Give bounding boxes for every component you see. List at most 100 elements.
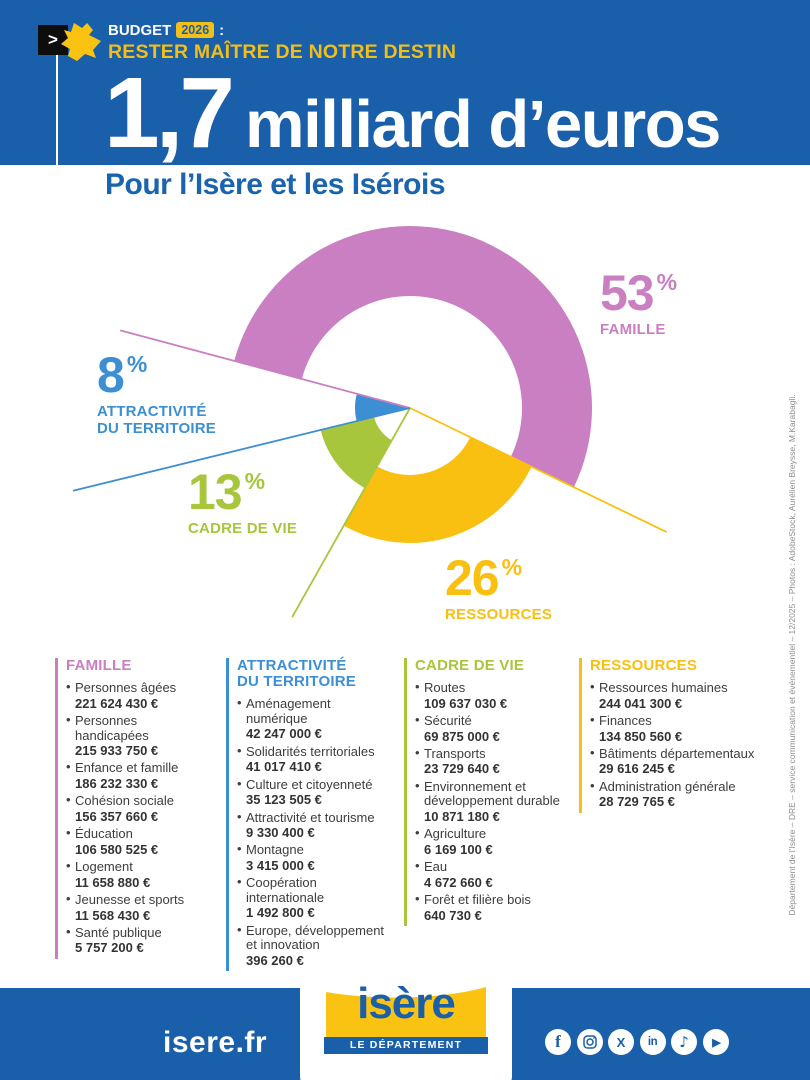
bullet-icon: • [66, 825, 71, 841]
bullet-icon: • [415, 858, 420, 874]
bullet-icon: • [66, 792, 71, 808]
item-label: Culture et citoyenneté [246, 776, 373, 792]
item-amount: 134 850 560 € [599, 728, 683, 744]
callout-famille: 53% FAMILLE [600, 268, 677, 339]
column-title: FAMILLE [66, 657, 132, 674]
bullet-icon: • [66, 923, 71, 939]
budget-line-item: • Forêt et filière bois 640 730 € [415, 891, 566, 923]
callout-attractivite: 8% ATTRACTIVITÉ DU TERRITOIRE [97, 350, 216, 437]
budget-line-item: • Solidarités territoriales 41 017 410 € [237, 742, 394, 775]
callout-label: FAMILLE [600, 321, 666, 338]
budget-column-famille: FAMILLE • Personnes âgées 221 624 430 € • Per… [55, 657, 213, 959]
kicker-slogan: RESTER MAÎTRE DE NOTRE DESTIN [108, 41, 457, 63]
item-label: Personnes âgées [75, 680, 177, 696]
budget-line-item: • Routes 109 637 030 € [415, 680, 566, 711]
item-label: Routes [424, 680, 466, 696]
item-amount: 69 875 000 € [424, 728, 500, 744]
item-label: Attractivité et tourisme [246, 809, 375, 825]
budget-line-item: • Montagne 3 415 000 € [237, 841, 394, 873]
item-label: Santé publique [75, 924, 162, 940]
item-label: Bâtiments départementaux [599, 745, 755, 761]
item-label: Jeunesse et sports [75, 891, 185, 907]
callout-value: 8 [97, 347, 125, 403]
item-amount: 4 672 660 € [424, 874, 493, 890]
item-amount: 1 492 800 € [246, 905, 315, 921]
callout-cadre_de_vie: 13% CADRE DE VIE [188, 467, 297, 538]
item-amount: 109 637 030 € [424, 695, 508, 711]
item-amount: 9 330 400 € [246, 825, 315, 841]
chart-segment-attractivite [354, 393, 410, 422]
item-label: Éducation [75, 826, 133, 842]
budget-line-item: • Santé publique 5 757 200 € [66, 923, 213, 956]
year-badge: 2026 [176, 22, 215, 38]
item-amount: 186 232 330 € [75, 776, 159, 792]
vertical-divider-line [56, 55, 58, 165]
item-amount: 23 729 640 € [424, 761, 500, 777]
item-amount: 41 017 410 € [246, 759, 322, 775]
logo-yellow-banner [326, 987, 486, 1038]
column-title: RESSOURCES [590, 657, 698, 674]
item-amount: 28 729 765 € [599, 794, 675, 810]
bullet-icon: • [415, 712, 420, 728]
item-label: Ressources humaines [599, 680, 728, 696]
isere-fr-link[interactable]: isere.fr [163, 1026, 268, 1059]
callout-unit: % [244, 468, 266, 494]
isere-map-icon [61, 23, 101, 61]
callout-label: CADRE DE VIE [188, 520, 298, 537]
bullet-icon: • [237, 742, 242, 758]
chart-divider-line-attractivite [72, 407, 411, 492]
item-label: Coopération internationale [246, 875, 325, 905]
item-label: Personnes handicapées [75, 713, 149, 743]
bullet-icon: • [237, 695, 242, 711]
item-label: Administration générale [599, 778, 736, 794]
bullet-icon: • [590, 712, 595, 728]
bullet-icon: • [237, 921, 242, 937]
item-amount: 106 580 525 € [75, 841, 159, 857]
header-band [0, 0, 810, 165]
page-subtitle: Pour l’Isère et les Isérois [105, 168, 446, 201]
bullet-icon: • [66, 712, 71, 728]
chevron-icon: > [38, 25, 68, 55]
credit-text: Département de l’Isère – DRE – service c… [787, 394, 797, 916]
social-tiktok-icon[interactable]: ♪ [671, 1029, 697, 1055]
budget-line-item: • Ressources humaines 244 041 300 € [590, 679, 759, 711]
budget-line-item: • Finances 134 850 560 € [590, 712, 759, 744]
budget-line-item: • Enfance et famille 186 232 330 € [66, 760, 213, 792]
callout-ressources: 26% RESSOURCES [445, 553, 552, 624]
bullet-icon: • [237, 874, 242, 890]
budget-line-item: • Europe, développement et innovation 396 … [237, 921, 394, 968]
budget-line-item: • Jeunesse et sports 11 568 430 € [66, 891, 213, 923]
item-label: Sécurité [424, 713, 472, 729]
budget-line-item: • Éducation 106 580 525 € [66, 825, 213, 857]
social-x-icon[interactable]: X [608, 1029, 634, 1055]
item-amount: 215 933 750 € [75, 743, 159, 759]
item-amount: 6 169 100 € [424, 841, 493, 857]
social-youtube-icon[interactable]: ▶ [702, 1029, 729, 1055]
callout-label: ATTRACTIVITÉ DU TERRITOIRE [97, 403, 216, 437]
social-instagram-icon[interactable] [576, 1029, 603, 1055]
social-linkedin-icon[interactable]: in [639, 1029, 666, 1055]
bullet-icon: • [237, 775, 242, 791]
budget-line-item: • Environnement et développement durable 1… [415, 778, 566, 824]
item-amount: 396 260 € [246, 952, 304, 968]
budget-line-item: • Coopération internationale 1 492 800 € [237, 874, 394, 921]
item-amount: 221 624 430 € [75, 695, 159, 711]
logo-subtitle: LE DÉPARTEMENT [324, 1037, 488, 1054]
budget-line-item: • Aménagement numérique 42 247 000 € [237, 695, 394, 742]
bullet-icon: • [590, 679, 595, 695]
budget-line-item: • Transports 23 729 640 € [415, 745, 566, 777]
item-amount: 42 247 000 € [246, 726, 322, 742]
budget-line-item: • Logement 11 658 880 € [66, 858, 213, 890]
social-facebook-icon[interactable]: f [545, 1029, 571, 1055]
item-amount: 3 415 000 € [246, 857, 315, 873]
bullet-icon: • [66, 858, 71, 874]
budget-line-item: • Attractivité et tourisme 9 330 400 € [237, 809, 394, 841]
callout-value: 53 [600, 265, 655, 321]
item-label: Forêt et filière bois [424, 891, 531, 907]
column-title: CADRE DE VIE [415, 657, 525, 674]
budget-column-cadre_de_vie: CADRE DE VIE • Routes 109 637 030 € • Sécurit… [404, 657, 566, 926]
bullet-icon: • [237, 841, 242, 857]
kicker-colon: : [219, 21, 225, 39]
callout-value: 26 [445, 550, 500, 606]
